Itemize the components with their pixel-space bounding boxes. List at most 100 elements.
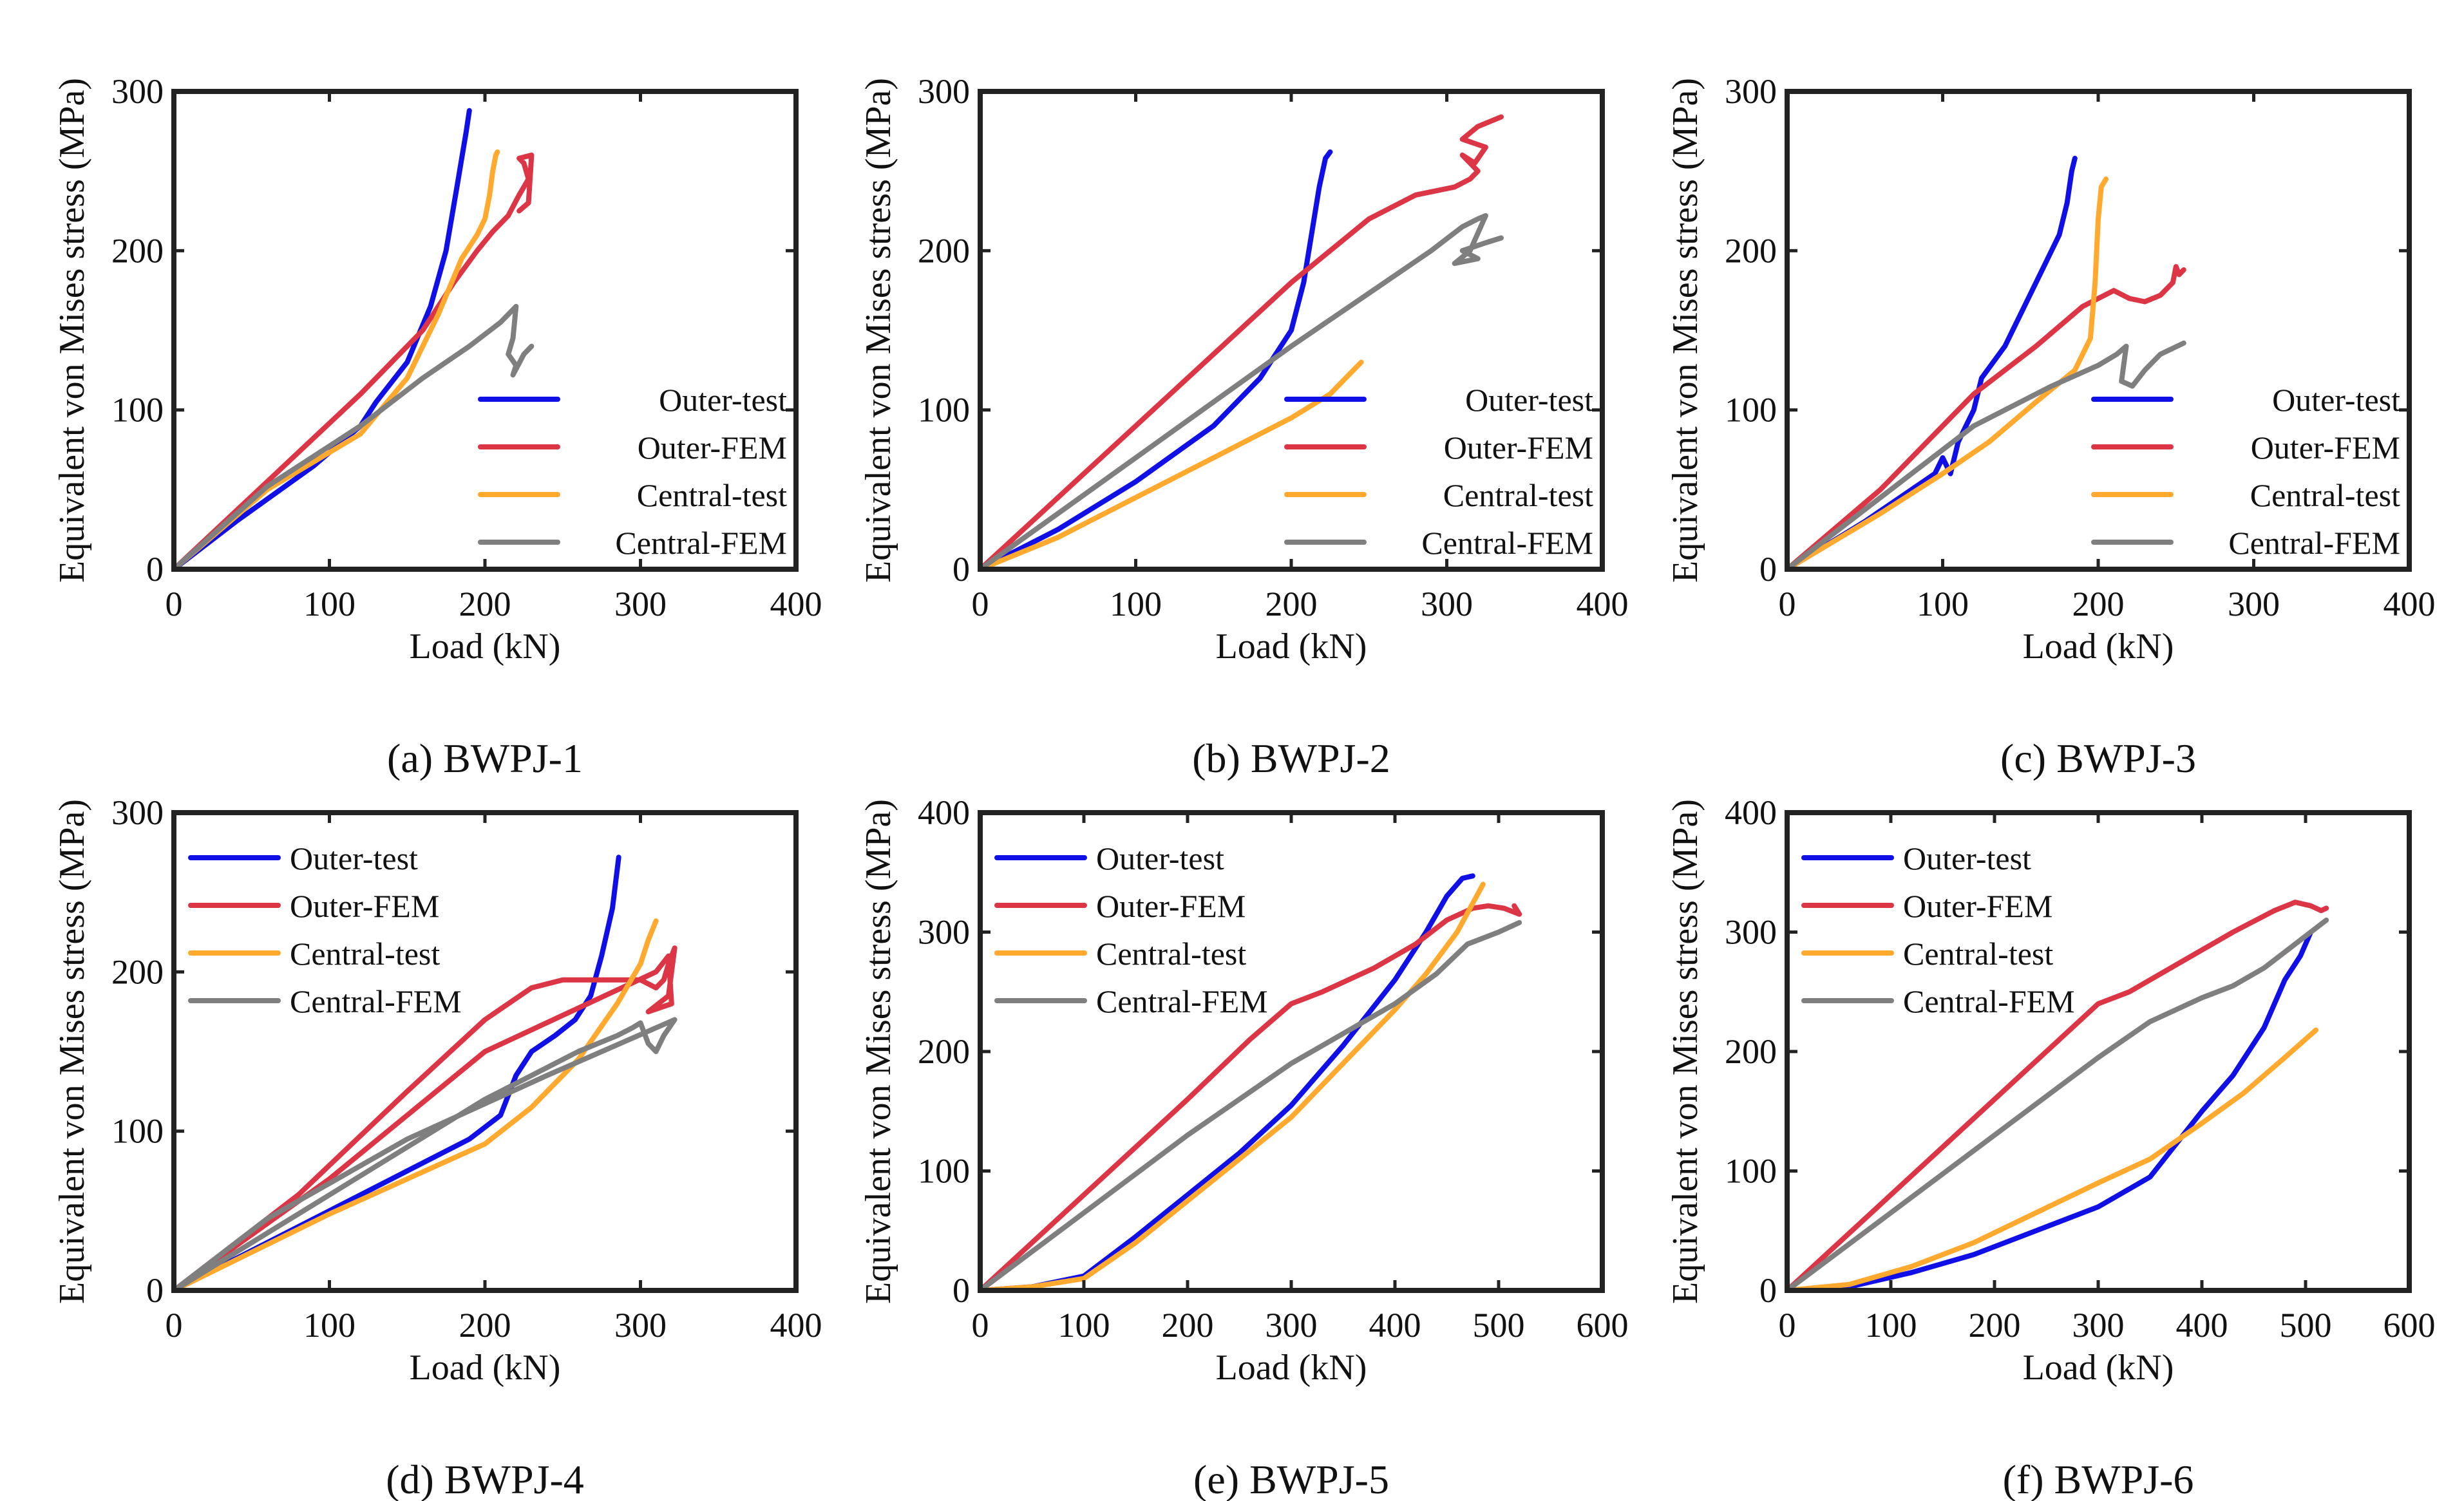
legend-label-outer-fem: Outer-FEM [1903, 888, 2052, 924]
series-line-outer-fem [174, 945, 678, 1290]
x-tick-label: 500 [1473, 1306, 1525, 1345]
x-tick-label: 0 [1779, 585, 1796, 623]
chart-caption: (b) BWPJ-2 [1192, 735, 1390, 781]
legend-label-outer-fem: Outer-FEM [638, 430, 787, 466]
chart-caption: (d) BWPJ-4 [386, 1457, 584, 1501]
y-tick-label: 100 [1725, 1152, 1777, 1191]
legend-label-central-test: Central-test [1096, 936, 1246, 972]
legend-label-central-fem: Central-FEM [615, 525, 787, 561]
series-line-outer-fem [174, 152, 535, 569]
legend-label-central-test: Central-test [637, 477, 787, 513]
y-tick-label: 200 [918, 1032, 970, 1071]
chart-panel-2: 0 100 200 300 400 0 100 200 300 Load (kN) Equivale… [858, 72, 1629, 781]
y-tick-label: 0 [952, 1271, 970, 1310]
series-group [980, 873, 1522, 1290]
legend: Outer-test Outer-FEM Central-test Central-F… [478, 382, 787, 561]
y-axis-label: Equivalent von Mises stress (MPa) [1665, 78, 1705, 583]
legend-label-outer-test: Outer-test [1465, 382, 1593, 418]
x-tick-label: 400 [2383, 585, 2436, 623]
legend-label-central-test: Central-test [290, 936, 440, 972]
y-tick-label: 0 [146, 550, 164, 589]
y-tick-label: 100 [918, 1152, 970, 1191]
legend-label-central-fem: Central-FEM [1903, 983, 2075, 1019]
series-line-outer-fem [980, 903, 1522, 1290]
legend-label-outer-fem: Outer-FEM [2251, 430, 2400, 466]
series-line-central-fem [1787, 340, 2186, 569]
y-tick-label: 200 [111, 231, 164, 270]
y-tick-label: 400 [1725, 793, 1777, 832]
legend-label-central-test: Central-test [1903, 936, 2053, 972]
series-line-outer-fem [980, 114, 1504, 569]
y-axis-label: Equivalent von Mises stress (MPa) [1665, 799, 1705, 1304]
series-line-outer-fem [1787, 900, 2329, 1290]
y-tick-label: 200 [1725, 1032, 1777, 1071]
chart-panel-3: 0 100 200 300 400 0 100 200 300 Load (kN) Equivale… [1665, 72, 2436, 781]
legend-label-outer-test: Outer-test [1096, 840, 1224, 876]
x-tick-label: 600 [1577, 1306, 1629, 1345]
x-tick-label: 400 [770, 585, 822, 623]
x-tick-label: 300 [614, 585, 667, 623]
x-tick-label: 400 [770, 1306, 822, 1345]
y-tick-label: 300 [111, 793, 164, 832]
legend: Outer-test Outer-FEM Central-test Central-F… [994, 840, 1268, 1019]
y-tick-label: 100 [111, 391, 164, 430]
series-line-outer-test [1787, 929, 2314, 1290]
x-axis-label: Load (kN) [1216, 627, 1367, 666]
y-tick-label: 300 [1725, 913, 1777, 952]
series-group [1787, 900, 2329, 1290]
chart-caption: (a) BWPJ-1 [387, 735, 583, 781]
y-tick-label: 200 [1725, 231, 1777, 270]
y-tick-label: 0 [146, 1271, 164, 1310]
series-line-outer-test [980, 149, 1333, 569]
series-line-central-fem [1787, 917, 2329, 1290]
legend-label-outer-test: Outer-test [290, 840, 418, 876]
x-tick-label: 500 [2280, 1306, 2332, 1345]
x-tick-label: 0 [972, 1306, 989, 1345]
x-tick-label: 200 [1265, 585, 1318, 623]
x-tick-label: 400 [1577, 585, 1629, 623]
legend-label-outer-test: Outer-test [2272, 382, 2400, 418]
series-line-central-fem [174, 1017, 678, 1290]
y-tick-label: 100 [111, 1112, 164, 1151]
legend-label-outer-test: Outer-test [1903, 840, 2031, 876]
legend: Outer-test Outer-FEM Central-test Central-F… [1284, 382, 1593, 561]
legend-label-central-test: Central-test [1443, 477, 1593, 513]
x-tick-label: 400 [1369, 1306, 1421, 1345]
x-tick-label: 100 [1110, 585, 1162, 623]
x-tick-label: 0 [972, 585, 989, 623]
legend-label-outer-fem: Outer-FEM [1444, 430, 1593, 466]
x-tick-label: 100 [1865, 1306, 1917, 1345]
x-tick-label: 0 [1779, 1306, 1796, 1345]
series-line-central-fem [980, 212, 1504, 569]
y-axis-label: Equivalent von Mises stress (MPa) [52, 78, 92, 583]
y-tick-label: 200 [111, 952, 164, 991]
series-line-central-test [980, 359, 1364, 569]
x-tick-label: 100 [1058, 1306, 1110, 1345]
series-line-central-fem [174, 303, 535, 569]
x-tick-label: 200 [2072, 585, 2125, 623]
series-group [1787, 155, 2186, 569]
y-tick-label: 400 [918, 793, 970, 832]
x-tick-label: 300 [2228, 585, 2280, 623]
legend-label-central-fem: Central-FEM [1096, 983, 1268, 1019]
y-tick-label: 300 [918, 913, 970, 952]
x-axis-label: Load (kN) [410, 1348, 561, 1388]
y-tick-label: 100 [1725, 391, 1777, 430]
x-tick-label: 200 [1162, 1306, 1214, 1345]
legend-label-central-fem: Central-FEM [2228, 525, 2400, 561]
series-line-outer-test [174, 854, 621, 1290]
x-tick-label: 100 [303, 585, 355, 623]
legend: Outer-test Outer-FEM Central-test Central-F… [188, 840, 462, 1019]
y-axis-label: Equivalent von Mises stress (MPa) [858, 799, 898, 1304]
x-axis-label: Load (kN) [2023, 627, 2174, 666]
y-tick-label: 300 [1725, 72, 1777, 111]
chart-panel-1: 0 100 200 300 400 0 100 200 300 Load (kN) Equivale… [52, 72, 822, 781]
legend: Outer-test Outer-FEM Central-test Central-F… [1801, 840, 2075, 1019]
series-line-outer-test [1787, 155, 2078, 569]
chart-caption: (e) BWPJ-5 [1193, 1457, 1389, 1501]
x-tick-label: 400 [2176, 1306, 2228, 1345]
legend-label-central-fem: Central-FEM [290, 983, 462, 1019]
y-tick-label: 0 [952, 550, 970, 589]
x-tick-label: 300 [2072, 1306, 2125, 1345]
